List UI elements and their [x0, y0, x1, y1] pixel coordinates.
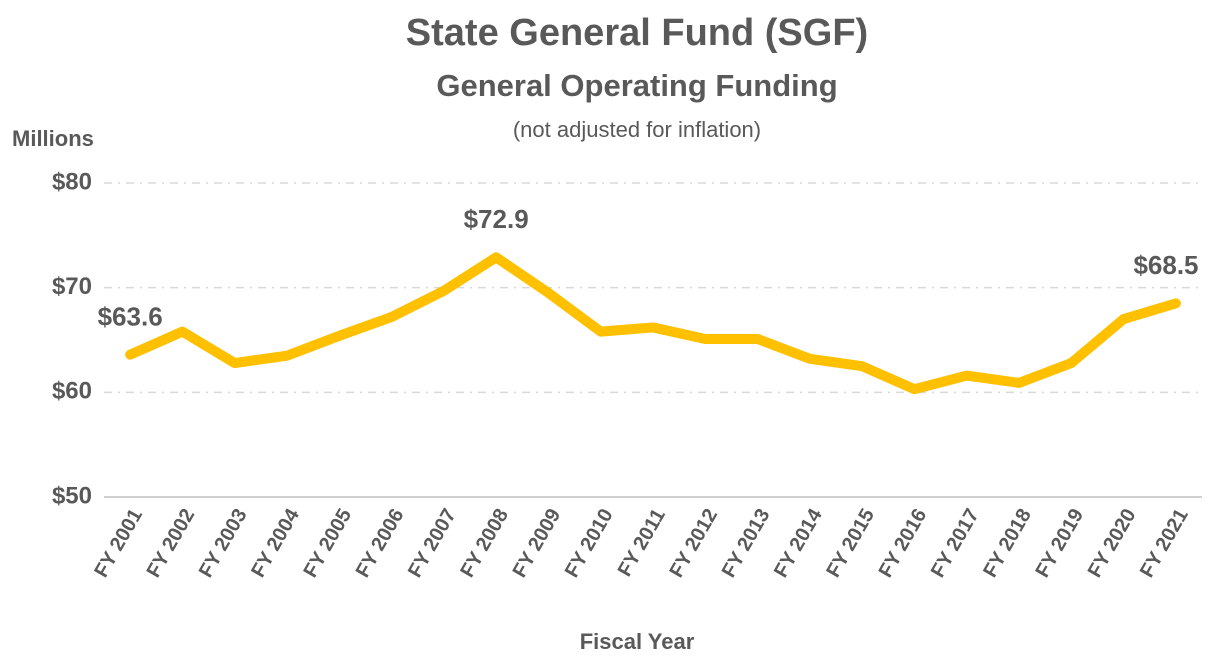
chart-title: State General Fund (SGF)	[406, 12, 868, 54]
x-tick-label: FY 2003	[195, 505, 252, 581]
x-tick-label: FY 2010	[561, 505, 618, 581]
data-line	[125, 252, 1181, 395]
x-tick-label: FY 2015	[822, 505, 879, 581]
x-tick-label: FY 2007	[404, 505, 461, 581]
data-label: $63.6	[98, 302, 163, 332]
x-tick-label: FY 2017	[927, 505, 984, 581]
x-tick-label: FY 2020	[1084, 505, 1141, 581]
y-tick-label: $50	[52, 482, 92, 509]
x-tick-label: FY 2014	[770, 504, 827, 581]
chart-subtitle: General Operating Funding	[436, 68, 837, 103]
x-tick-label: FY 2006	[352, 505, 409, 581]
x-tick-label: FY 2009	[509, 505, 566, 581]
x-tick-label: FY 2008	[456, 505, 513, 581]
x-tick-label: FY 2011	[614, 505, 670, 580]
x-tick-label: FY 2018	[979, 505, 1036, 581]
y-tick-label: $70	[52, 273, 92, 300]
x-tick-label: FY 2002	[143, 505, 200, 581]
x-tick-label: FY 2012	[666, 505, 723, 581]
y-axis-label: Millions	[12, 126, 94, 151]
x-axis-label: Fiscal Year	[580, 629, 695, 654]
y-tick-label: $60	[52, 378, 92, 405]
x-tick-label: FY 2016	[875, 505, 932, 581]
x-tick-label: FY 2013	[718, 505, 775, 581]
x-tick-label: FY 2019	[1032, 505, 1089, 581]
x-tick-label: FY 2021	[1136, 505, 1193, 581]
x-tick-label: FY 2004	[247, 504, 304, 581]
data-label: $72.9	[464, 204, 529, 234]
x-tick-label: FY 2005	[300, 505, 357, 581]
x-tick-label: FY 2001	[90, 505, 147, 581]
y-tick-label: $80	[52, 168, 92, 195]
data-label: $68.5	[1133, 250, 1198, 280]
chart-note: (not adjusted for inflation)	[513, 117, 761, 142]
